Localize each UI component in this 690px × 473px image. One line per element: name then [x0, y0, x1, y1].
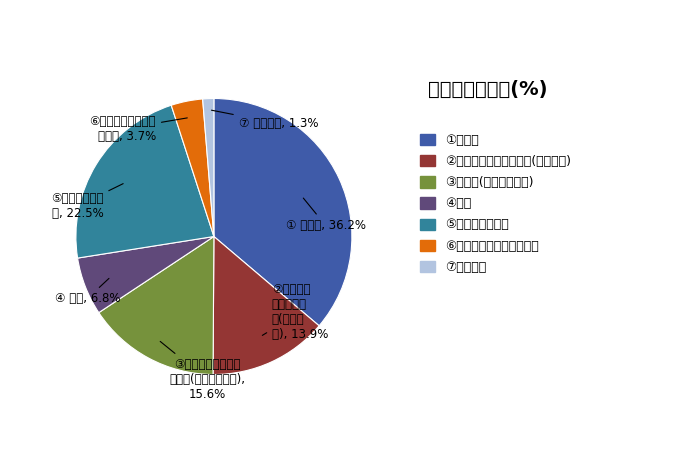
Wedge shape: [77, 236, 214, 313]
Legend: ①生ごみ, ②リサイクルできる紙類(雑がみ等), ③紙ごみ(ティッシュ等), ④布類, ⑤その他可燃物類, ⑥プラスチック製容器包装, ⑦不燃物類: ①生ごみ, ②リサイクルできる紙類(雑がみ等), ③紙ごみ(ティッシュ等), ④…: [420, 134, 571, 274]
Wedge shape: [99, 236, 214, 375]
Text: ⑥プラスチック製容
器包装, 3.7%: ⑥プラスチック製容 器包装, 3.7%: [90, 115, 187, 143]
Wedge shape: [213, 236, 319, 375]
Text: 可燃ごみの内訳(%): 可燃ごみの内訳(%): [428, 80, 547, 99]
Wedge shape: [214, 98, 352, 326]
Wedge shape: [171, 99, 214, 237]
Text: ④ 布類, 6.8%: ④ 布類, 6.8%: [55, 279, 120, 305]
Wedge shape: [203, 98, 214, 236]
Text: ②リサイク
ルできる紙
類(雑がみ
等), 13.9%: ②リサイク ルできる紙 類(雑がみ 等), 13.9%: [262, 283, 328, 342]
Wedge shape: [76, 105, 214, 258]
Text: ⑤その他可燃物
類, 22.5%: ⑤その他可燃物 類, 22.5%: [51, 184, 123, 220]
Text: ⑦ 不燃物類, 1.3%: ⑦ 不燃物類, 1.3%: [211, 110, 318, 130]
Text: ③リサイクルできな
い紙類(ティッシュ等),
15.6%: ③リサイクルできな い紙類(ティッシュ等), 15.6%: [160, 342, 245, 401]
Text: ① 生ごみ, 36.2%: ① 生ごみ, 36.2%: [286, 198, 366, 232]
